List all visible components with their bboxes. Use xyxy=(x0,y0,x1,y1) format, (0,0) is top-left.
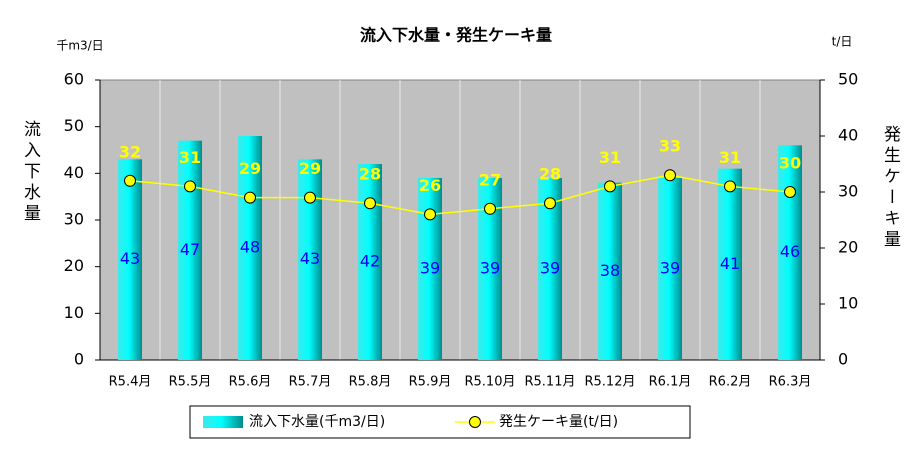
line-marker xyxy=(184,180,196,193)
line-marker xyxy=(604,180,616,193)
line-value-label: 28 xyxy=(359,165,381,184)
y-tick-label: 30 xyxy=(64,210,84,229)
line xyxy=(129,174,791,216)
bar-value-label: 46 xyxy=(780,242,800,261)
bar-value-label: 43 xyxy=(120,249,140,268)
y2-axis-title: 発生ケーキ量 xyxy=(880,125,901,251)
y-tick-label: 0 xyxy=(74,350,84,369)
x-tick-label: R5.11月 xyxy=(525,375,576,390)
line-value-label: 26 xyxy=(419,176,441,195)
bar xyxy=(658,178,682,360)
line-marker xyxy=(724,180,736,193)
bar xyxy=(778,145,802,360)
x-tick-label: R5.8月 xyxy=(349,375,392,390)
x-tick-label: R5.9月 xyxy=(409,375,452,390)
y2-tick-label: 50 xyxy=(838,70,858,89)
x-tick-label: R6.3月 xyxy=(769,375,812,390)
bar-value-label: 39 xyxy=(660,259,680,278)
line-marker xyxy=(304,191,316,204)
y-tick-label: 10 xyxy=(64,303,84,322)
y2-unit: t/日 xyxy=(832,35,853,49)
legend-box xyxy=(189,405,691,439)
x-tick-label: R5.6月 xyxy=(229,375,272,390)
line-value-label: 29 xyxy=(239,159,261,178)
bar-value-label: 42 xyxy=(360,252,380,271)
line-value-label: 30 xyxy=(779,154,801,173)
bar xyxy=(418,178,442,360)
line-value-label: 31 xyxy=(179,148,201,167)
y2-tick-label: 40 xyxy=(838,126,858,145)
y-axis-title: 流入下水量 xyxy=(20,120,41,225)
bar xyxy=(598,182,622,360)
legend-swatch xyxy=(203,416,243,428)
bar xyxy=(178,140,202,360)
bar-value-label: 39 xyxy=(480,259,500,278)
line-value-label: 31 xyxy=(719,148,741,167)
legend-label: 流入下水量(千m3/日) xyxy=(249,414,385,430)
line-marker xyxy=(784,186,796,198)
x-tick-label: R6.2月 xyxy=(709,375,752,390)
x-tick-label: R5.12月 xyxy=(585,375,636,390)
bar-value-label: 38 xyxy=(600,261,620,280)
legend-marker xyxy=(469,416,481,428)
bar xyxy=(238,136,262,360)
bar-value-label: 39 xyxy=(420,259,440,278)
line-value-label: 32 xyxy=(119,142,141,161)
x-tick-label: R5.5月 xyxy=(169,375,212,390)
line-marker xyxy=(364,197,376,210)
bar xyxy=(118,159,142,360)
line-marker xyxy=(664,169,676,182)
y2-tick-label: 20 xyxy=(838,238,858,257)
y-tick-label: 40 xyxy=(64,163,84,182)
line-marker xyxy=(124,174,136,187)
y2-tick-label: 30 xyxy=(838,182,858,201)
bar-value-label: 43 xyxy=(300,249,320,268)
x-tick-label: R5.10月 xyxy=(465,375,516,390)
line-marker xyxy=(544,197,556,210)
line-value-label: 29 xyxy=(299,159,321,178)
line-marker xyxy=(244,191,256,204)
line-marker xyxy=(484,202,496,215)
bar xyxy=(358,164,382,360)
x-tick-label: R6.1月 xyxy=(649,375,692,390)
x-tick-label: R5.4月 xyxy=(109,375,152,390)
bar-value-label: 47 xyxy=(180,240,200,259)
y2-tick-label: 10 xyxy=(838,294,858,313)
y-unit: 千m3/日 xyxy=(56,39,103,53)
line-value-label: 28 xyxy=(539,165,561,184)
legend-label: 発生ケーキ量(t/日) xyxy=(499,414,618,430)
x-tick-label: R5.7月 xyxy=(289,375,332,390)
line-marker xyxy=(424,208,436,221)
line-value-label: 27 xyxy=(479,170,501,189)
chart-title: 流入下水量・発生ケーキ量 xyxy=(360,26,552,45)
y-tick-label: 60 xyxy=(64,70,84,89)
bar-value-label: 41 xyxy=(720,254,740,273)
y-tick-label: 20 xyxy=(64,256,84,275)
line-value-label: 31 xyxy=(599,148,621,167)
y2-tick-label: 0 xyxy=(838,350,848,369)
bar-value-label: 39 xyxy=(540,259,560,278)
bar xyxy=(718,168,742,360)
y-tick-label: 50 xyxy=(64,116,84,135)
line-value-label: 33 xyxy=(659,137,681,156)
bar-value-label: 48 xyxy=(240,238,260,257)
